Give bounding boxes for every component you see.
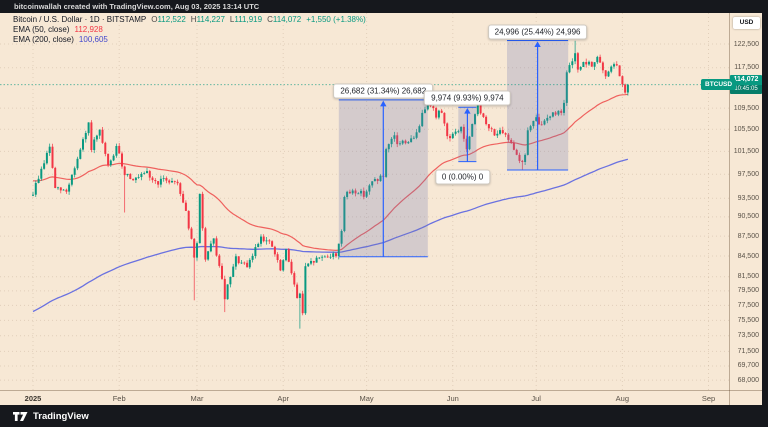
time-axis-label-sep: Sep	[701, 394, 716, 403]
price-range-label: 0 (0.00%) 0	[434, 169, 491, 184]
legend: Bitcoin / U.S. Dollar · 1D · BITSTAMP O1…	[13, 15, 366, 45]
ohlc-item: H114,227	[190, 15, 225, 24]
ohlc-values: O112,522 H114,227 L111,919 C114,072 +1,550 (…	[151, 15, 366, 25]
price-tick: 90,500	[737, 213, 759, 221]
ema200-value: 100,605	[78, 35, 108, 44]
bar-countdown: 10:45:05	[730, 85, 762, 95]
time-axis-label-2025: 2025	[24, 394, 42, 403]
time-axis-label-apr: Apr	[277, 394, 290, 403]
time-axis-label-aug: Aug	[615, 394, 630, 403]
time-axis-label-jul: Jul	[531, 394, 541, 403]
last-price-value: 114,072	[733, 76, 759, 84]
ema200-label[interactable]: EMA (200, close)	[13, 35, 74, 44]
price-tick: 71,500	[737, 347, 759, 355]
time-axis-separator	[0, 390, 762, 391]
price-axis-separator	[729, 13, 730, 405]
currency-toggle-button[interactable]: USD	[733, 17, 760, 29]
tradingview-brand-link[interactable]: TradingView	[33, 410, 89, 422]
ema50-value: 112,928	[74, 25, 103, 34]
footer-bar: TradingView	[0, 405, 768, 427]
attribution-text: bitcoinwallah created with TradingView.c…	[14, 2, 260, 11]
price-tick: 84,500	[737, 252, 759, 260]
time-axis-label-jun: Jun	[446, 394, 459, 403]
ohlc-item: O112,522	[151, 15, 186, 24]
price-tick: 77,500	[737, 301, 759, 309]
attribution-bar: bitcoinwallah created with TradingView.c…	[0, 0, 768, 13]
ohlc-item: C114,072	[267, 15, 302, 24]
price-tick: 79,500	[737, 287, 759, 295]
chart-pane[interactable]	[0, 13, 729, 390]
price-tick: 122,500	[733, 40, 759, 48]
price-tick: 87,500	[737, 232, 759, 240]
price-tick: 117,500	[734, 64, 759, 72]
price-range-label: 9,974 (9.93%) 9,974	[424, 90, 511, 106]
price-tick: 69,700	[737, 362, 759, 370]
legend-symbol-row[interactable]: Bitcoin / U.S. Dollar · 1D · BITSTAMP O1…	[13, 15, 366, 25]
last-price-tag: 114,072 10:45:05	[730, 75, 762, 95]
price-tick: 93,500	[737, 194, 759, 202]
price-tick: 75,500	[737, 316, 759, 324]
time-axis-label-feb: Feb	[112, 394, 126, 403]
ohlc-item: L111,919	[229, 15, 263, 24]
change-value: +1,550 (+1.38%)	[306, 15, 366, 24]
candlestick-chart-canvas[interactable]	[0, 13, 729, 390]
price-range-label: 24,996 (25.44%) 24,996	[487, 24, 588, 40]
price-tick: 81,500	[737, 273, 759, 281]
symbol-title[interactable]: Bitcoin / U.S. Dollar · 1D · BITSTAMP	[13, 15, 147, 24]
symbol-price-label: BTCUSD	[701, 79, 737, 91]
price-range-label: 26,682 (31.34%) 26,682	[333, 83, 434, 99]
price-tick: 68,000	[737, 376, 759, 384]
ema50-label[interactable]: EMA (50, close)	[13, 25, 70, 34]
legend-ema200-row[interactable]: EMA (200, close) 100,605	[13, 35, 366, 45]
time-axis[interactable]: 2025 Feb Mar Apr May Jun Jul Aug Sep	[0, 391, 729, 405]
chart-stage: Bitcoin / U.S. Dollar · 1D · BITSTAMP O1…	[0, 13, 762, 405]
legend-ema50-row[interactable]: EMA (50, close) 112,928	[13, 25, 366, 35]
time-axis-label-may: May	[359, 394, 374, 403]
price-tick: 109,500	[733, 104, 759, 112]
time-axis-label-mar: Mar	[190, 394, 204, 403]
price-tick: 97,500	[737, 170, 759, 178]
tradingview-logo-icon[interactable]	[13, 411, 28, 422]
price-tick: 73,500	[737, 332, 759, 340]
price-tick: 101,500	[733, 147, 759, 155]
price-axis[interactable]: USD 114,072 10:45:05 122,500 117,500 109,5…	[730, 13, 762, 405]
price-tick: 105,500	[733, 125, 759, 133]
